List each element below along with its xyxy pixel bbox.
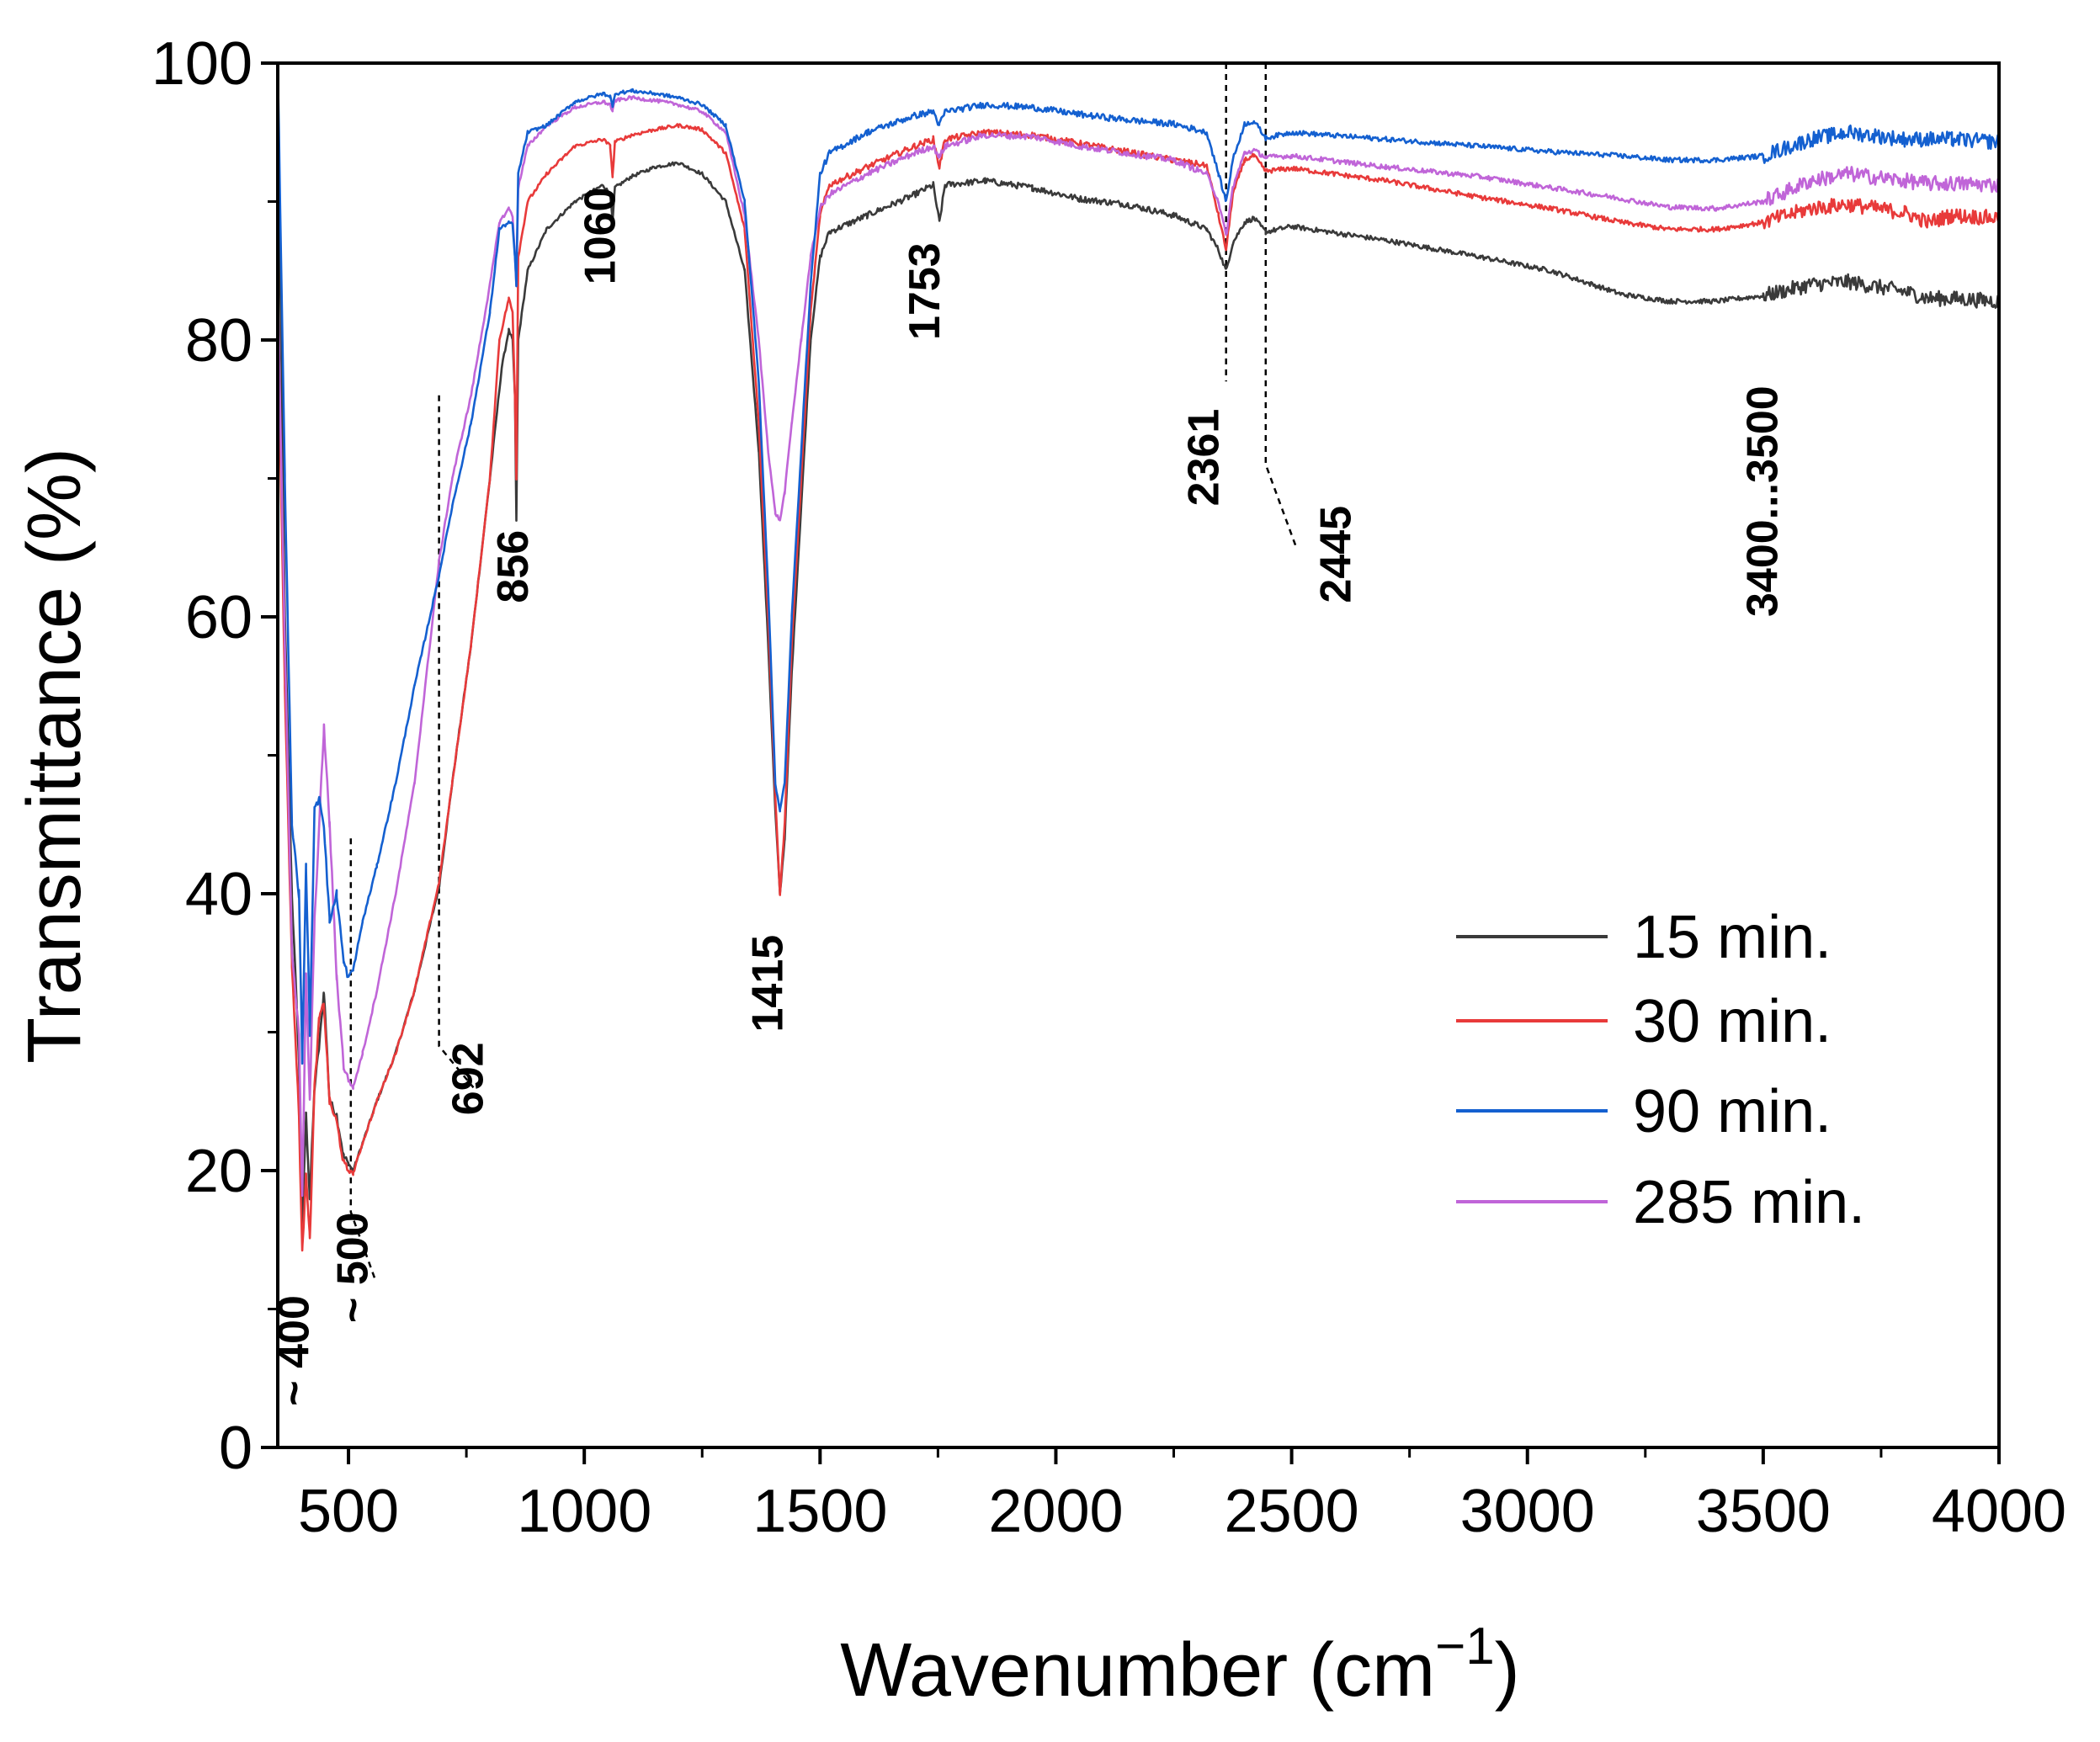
x-axis-title-sup: −1 <box>1435 1617 1495 1676</box>
legend-label-2: 90 min. <box>1633 1078 1832 1145</box>
annotation-5: 1415 <box>744 935 793 1033</box>
x-tick-label-7: 4000 <box>1932 1478 2066 1545</box>
y-tick-label-5: 100 <box>152 30 253 98</box>
legend-label-3: 285 min. <box>1633 1169 1865 1236</box>
annotation-3: 856 <box>489 530 538 603</box>
annotation-0: ~ 400 <box>269 1295 318 1406</box>
annotation-4: 1060 <box>577 188 625 285</box>
series-lines <box>276 63 2001 1252</box>
guide-line-1 <box>438 395 475 1089</box>
series-line-2 <box>276 63 2001 1065</box>
legend-label-1: 30 min. <box>1633 988 1832 1055</box>
guide-line-3 <box>1264 63 1298 549</box>
x-axis-title-main: Wavenumber (cm <box>840 1628 1435 1713</box>
y-tick-label-1: 20 <box>185 1138 253 1205</box>
peak-annotations: ~ 400~ 500 692 856 1060 1415 1753 2361 2445 3400… <box>269 188 1787 1406</box>
annotation-1: ~ 500 <box>329 1212 378 1323</box>
guide-line-0 <box>349 838 377 1283</box>
y-tick-label-3: 60 <box>185 584 253 651</box>
x-tick-label-2: 1500 <box>752 1478 887 1545</box>
y-tick-label-2: 40 <box>185 861 253 928</box>
series-line-0 <box>276 89 2001 1229</box>
x-tick-label-1: 1000 <box>517 1478 651 1545</box>
axis-ticks: 500 1000 1500 2000 2500 3000 3500 4000 0 20 40 60 80… <box>152 30 2066 1545</box>
x-tick-label-0: 500 <box>298 1478 399 1545</box>
annotation-9: 3400...3500 <box>1739 385 1788 617</box>
x-tick-label-6: 3500 <box>1696 1478 1831 1545</box>
x-tick-label-3: 2000 <box>988 1478 1123 1545</box>
y-tick-label-4: 80 <box>185 307 253 374</box>
annotation-8: 2445 <box>1312 506 1361 603</box>
x-axis-title-close: ) <box>1495 1628 1520 1713</box>
annotation-2: 692 <box>444 1042 493 1115</box>
y-axis-title: Transmittance (%) <box>13 448 97 1064</box>
x-tick-label-5: 3000 <box>1460 1478 1595 1545</box>
x-axis-title: Wavenumber (cm−1) <box>840 1617 1520 1713</box>
x-tick-label-4: 2500 <box>1225 1478 1359 1545</box>
guide-lines <box>349 63 1298 1283</box>
legend-box <box>1439 892 1944 1288</box>
legend-label-0: 15 min. <box>1633 904 1832 971</box>
annotation-6: 1753 <box>901 242 949 340</box>
annotation-7: 2361 <box>1180 409 1229 507</box>
legend: 15 min. 30 min. 90 min. 285 min. <box>1439 892 1944 1288</box>
y-tick-label-0: 0 <box>219 1415 253 1482</box>
